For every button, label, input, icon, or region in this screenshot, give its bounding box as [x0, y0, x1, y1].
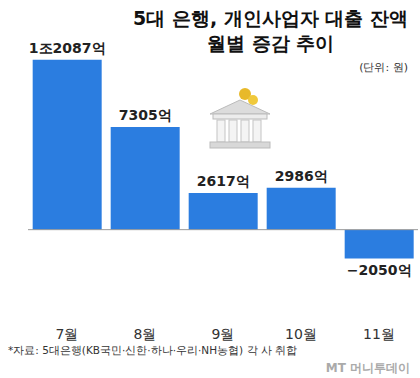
svg-text:−2050억: −2050억: [347, 262, 412, 278]
svg-text:1조2087억: 1조2087억: [29, 40, 106, 56]
html-text:MT 머니투데이: MT 머니투데이: [325, 361, 410, 375]
svg-text:2617억: 2617억: [197, 173, 250, 189]
html-text:*자료: 5대은행(KB국민·신한·하나·우리·NH농협): *자료: 5대은행(KB국민·신한·하나·우리·NH농협) 각 사 취합: [8, 344, 298, 356]
svg-text:2986억: 2986억: [275, 168, 328, 184]
svg-text:7305억: 7305억: [119, 107, 172, 123]
svg-text:7월: 7월: [56, 326, 79, 342]
html-text:5대 은행, 개인사업자 대출 잔액: 5대 은행, 개인사업자 대출 잔액: [133, 7, 408, 29]
html-text:(단위: 원): (단위: 원): [359, 61, 408, 74]
svg-text:8월: 8월: [134, 326, 157, 342]
svg-text:10월: 10월: [285, 326, 317, 342]
svg-text:9월: 9월: [212, 326, 235, 342]
svg-text:11월: 11월: [363, 326, 395, 342]
html-text:월별 증감 추이: 월별 증감 추이: [206, 32, 335, 54]
